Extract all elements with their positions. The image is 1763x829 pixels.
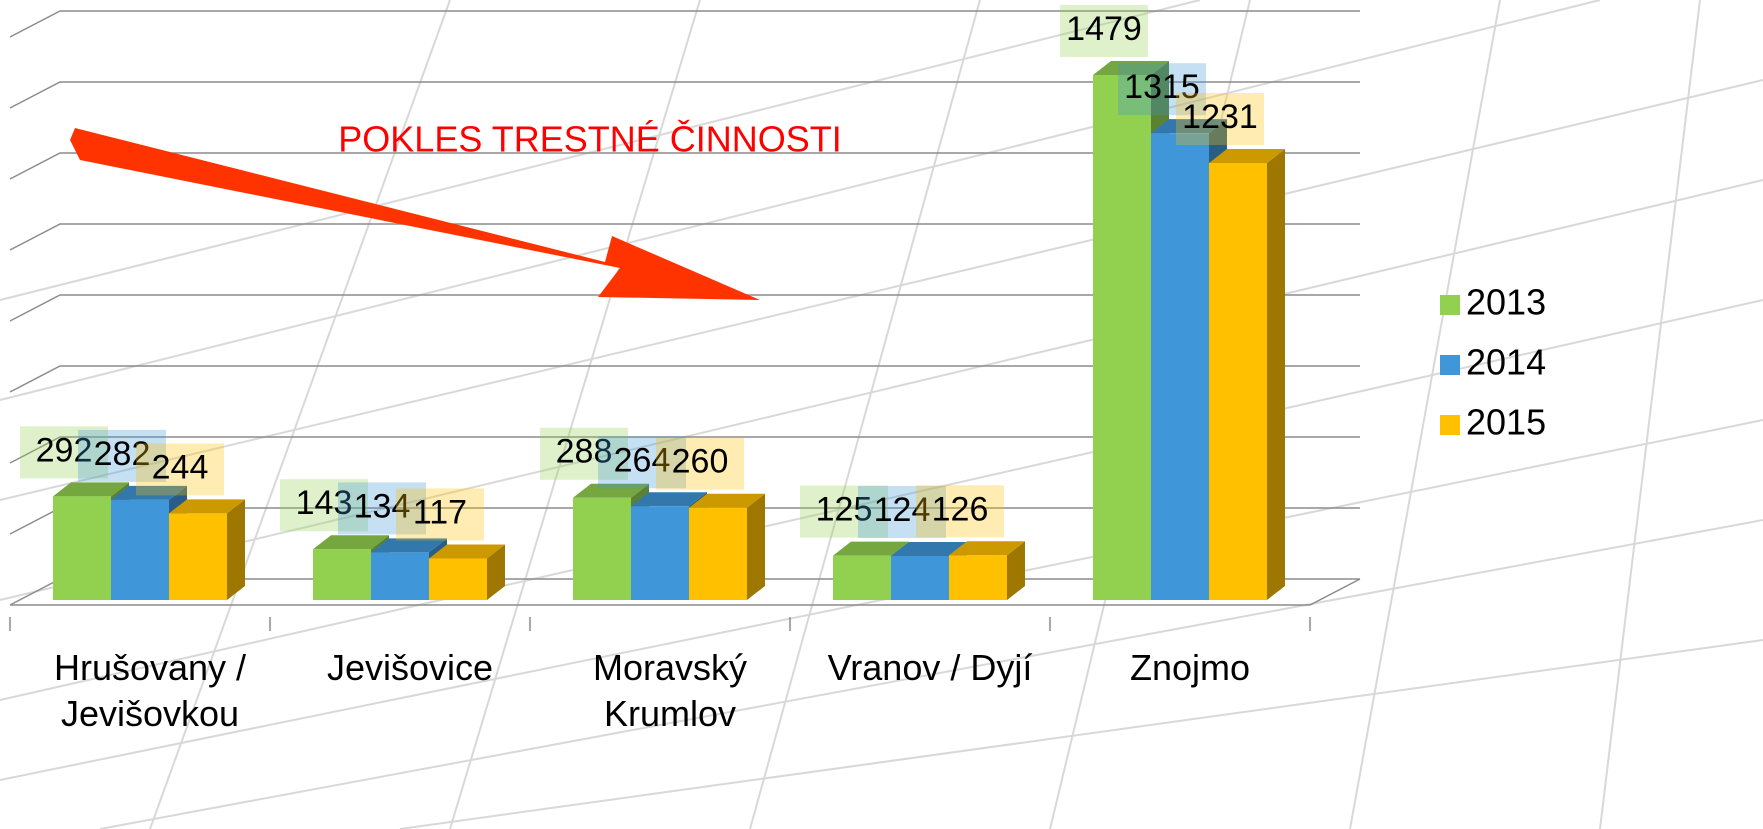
value-label: 126 — [932, 490, 989, 528]
value-label-bg — [20, 426, 108, 479]
bar-front — [689, 507, 747, 600]
x-tick-label: Jevišovice — [326, 647, 494, 688]
bar-front — [169, 513, 227, 600]
bar-front — [1093, 74, 1151, 600]
bar-side — [1267, 148, 1285, 600]
legend-label: 2014 — [1466, 342, 1546, 383]
bar — [1209, 148, 1285, 600]
value-label: 264 — [614, 441, 671, 479]
bar-front — [631, 506, 689, 600]
bar-front — [1151, 133, 1209, 601]
value-label: 1231 — [1182, 98, 1258, 136]
bar-front — [1209, 162, 1267, 600]
bar-front — [949, 555, 1007, 600]
value-label: 244 — [152, 448, 209, 486]
annotation: POKLES TRESTNÉ ČINNOSTI — [338, 119, 841, 160]
grid-line — [9, 152, 1360, 180]
bar-top — [891, 541, 967, 556]
bar-front — [891, 555, 949, 600]
value-label: 282 — [94, 435, 151, 473]
value-label-bg — [598, 436, 686, 489]
value-label: 1479 — [1066, 10, 1142, 48]
value-label: 125 — [816, 491, 873, 529]
bar-top — [573, 483, 649, 498]
grid-line — [9, 81, 1360, 109]
bar — [949, 541, 1025, 600]
bar-front — [833, 555, 891, 600]
bar-top — [111, 485, 187, 500]
bar-top — [1093, 60, 1169, 75]
value-label-bg — [78, 429, 166, 482]
value-label-bg — [800, 485, 888, 538]
value-label: 124 — [874, 491, 931, 529]
bar-top — [53, 482, 129, 497]
legend-label: 2013 — [1466, 282, 1546, 323]
legend-label: 2015 — [1466, 402, 1546, 443]
bar-top — [689, 493, 765, 508]
x-tick-label: Hrušovany / Jevišovkou — [53, 647, 247, 734]
bar-top — [833, 541, 909, 556]
value-label-bg — [1176, 92, 1264, 145]
value-label: 292 — [36, 431, 93, 469]
value-label-bg — [1060, 4, 1148, 57]
value-label-bg — [540, 427, 628, 480]
grid-line — [9, 294, 1360, 322]
bar-front — [313, 549, 371, 600]
bar-top — [1151, 119, 1227, 134]
bar-side — [747, 493, 765, 600]
value-label: 1315 — [1124, 68, 1200, 106]
value-label-bg — [656, 437, 744, 490]
value-label-bg — [916, 485, 1004, 538]
bar-front — [53, 496, 111, 600]
floor-edge — [10, 578, 1361, 606]
value-label-bg — [1118, 63, 1206, 116]
x-tick-label: Vranov / Dyjí — [827, 647, 1033, 688]
bar — [689, 493, 765, 600]
bar-front — [111, 499, 169, 600]
legend-swatch — [1440, 415, 1460, 435]
x-tick-label: Moravský Krumlov — [592, 647, 748, 734]
bar — [429, 544, 505, 600]
value-label: 134 — [354, 487, 411, 525]
value-label: 143 — [296, 484, 353, 522]
value-label-bg — [858, 485, 946, 538]
legend-swatch — [1440, 295, 1460, 315]
bar-top — [313, 535, 389, 550]
legend-swatch — [1440, 355, 1460, 375]
bar-top — [1209, 148, 1285, 163]
bar-front — [573, 497, 631, 600]
value-label: 260 — [672, 443, 729, 481]
value-label: 117 — [413, 493, 467, 531]
bar-top — [371, 538, 447, 553]
bar-top — [949, 541, 1025, 556]
trend-arrow — [70, 128, 760, 300]
bar — [111, 485, 187, 600]
value-label-bg — [338, 482, 426, 535]
grid-line — [9, 436, 1360, 464]
bar-top — [169, 499, 245, 514]
bar — [169, 499, 245, 600]
grid-line — [9, 365, 1360, 393]
value-label-bg — [280, 479, 368, 532]
x-tick-label: Znojmo — [1129, 647, 1251, 688]
bar-top — [631, 492, 707, 507]
value-label: 288 — [556, 433, 613, 471]
value-label-bg — [396, 488, 484, 541]
value-label-bg — [136, 443, 224, 496]
bar-front — [371, 552, 429, 600]
bar-top — [429, 544, 505, 559]
bar-side — [487, 544, 505, 600]
bar-front — [429, 558, 487, 600]
bar-side — [227, 499, 245, 600]
grid-line — [9, 10, 1360, 38]
grid-line — [9, 223, 1360, 251]
bar-side — [1007, 541, 1025, 600]
